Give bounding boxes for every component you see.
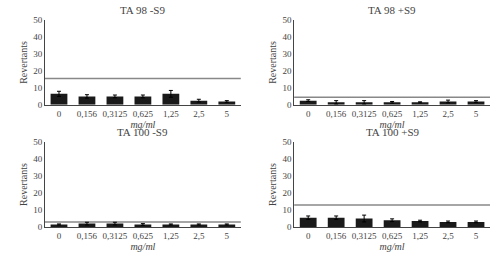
svg-text:0,3125: 0,3125	[103, 109, 128, 119]
svg-text:mg/ml: mg/ml	[130, 241, 155, 252]
svg-text:0,625: 0,625	[382, 231, 403, 241]
svg-text:5: 5	[225, 231, 230, 241]
svg-text:40: 40	[33, 154, 43, 164]
svg-text:1,25: 1,25	[412, 109, 428, 119]
svg-text:50: 50	[282, 137, 292, 147]
svg-text:2,5: 2,5	[442, 109, 454, 119]
svg-text:2,5: 2,5	[193, 109, 205, 119]
svg-text:0: 0	[306, 231, 311, 241]
svg-text:0,156: 0,156	[77, 109, 98, 119]
svg-text:30: 30	[33, 49, 43, 59]
svg-text:40: 40	[33, 32, 43, 42]
svg-text:10: 10	[282, 83, 292, 93]
svg-text:TA 98 -S9: TA 98 -S9	[120, 4, 165, 16]
svg-text:0,156: 0,156	[326, 231, 347, 241]
svg-text:Revertants: Revertants	[267, 41, 278, 84]
svg-text:20: 20	[33, 66, 43, 76]
svg-text:0,625: 0,625	[382, 109, 403, 119]
svg-text:Revertants: Revertants	[18, 41, 29, 84]
svg-text:30: 30	[33, 171, 43, 181]
svg-text:50: 50	[33, 137, 43, 147]
svg-text:0,3125: 0,3125	[103, 231, 128, 241]
svg-text:0,625: 0,625	[133, 231, 154, 241]
svg-text:1,25: 1,25	[163, 109, 179, 119]
svg-text:0: 0	[57, 109, 62, 119]
svg-text:0: 0	[306, 109, 311, 119]
svg-text:1,25: 1,25	[412, 231, 428, 241]
svg-text:40: 40	[282, 32, 292, 42]
svg-text:0: 0	[287, 222, 292, 232]
svg-text:0,156: 0,156	[326, 109, 347, 119]
svg-text:20: 20	[282, 188, 292, 198]
svg-text:0: 0	[38, 100, 43, 110]
svg-text:0: 0	[57, 231, 62, 241]
svg-text:0: 0	[287, 100, 292, 110]
svg-text:2,5: 2,5	[442, 231, 454, 241]
svg-text:TA 100 +S9: TA 100 +S9	[366, 126, 419, 138]
svg-text:0,3125: 0,3125	[352, 109, 377, 119]
svg-text:TA 98 +S9: TA 98 +S9	[368, 4, 416, 16]
svg-text:Revertants: Revertants	[18, 163, 29, 206]
svg-text:20: 20	[33, 188, 43, 198]
svg-text:2,5: 2,5	[193, 231, 205, 241]
svg-text:50: 50	[33, 15, 43, 25]
svg-text:5: 5	[474, 109, 479, 119]
svg-text:40: 40	[282, 154, 292, 164]
svg-text:0,625: 0,625	[133, 109, 154, 119]
svg-text:TA 100 -S9: TA 100 -S9	[117, 126, 168, 138]
svg-text:10: 10	[33, 205, 43, 215]
svg-text:1,25: 1,25	[163, 231, 179, 241]
svg-text:Revertants: Revertants	[267, 163, 278, 206]
svg-text:0,3125: 0,3125	[352, 231, 377, 241]
svg-text:50: 50	[282, 15, 292, 25]
svg-text:30: 30	[282, 49, 292, 59]
svg-text:0: 0	[38, 222, 43, 232]
svg-text:mg/ml: mg/ml	[380, 119, 405, 130]
svg-text:20: 20	[282, 66, 292, 76]
svg-text:30: 30	[282, 171, 292, 181]
svg-text:5: 5	[474, 231, 479, 241]
svg-text:10: 10	[282, 205, 292, 215]
svg-text:0,156: 0,156	[77, 231, 98, 241]
svg-text:10: 10	[33, 83, 43, 93]
svg-text:5: 5	[225, 109, 230, 119]
svg-text:mg/ml: mg/ml	[380, 241, 405, 252]
svg-text:mg/ml: mg/ml	[130, 119, 155, 130]
